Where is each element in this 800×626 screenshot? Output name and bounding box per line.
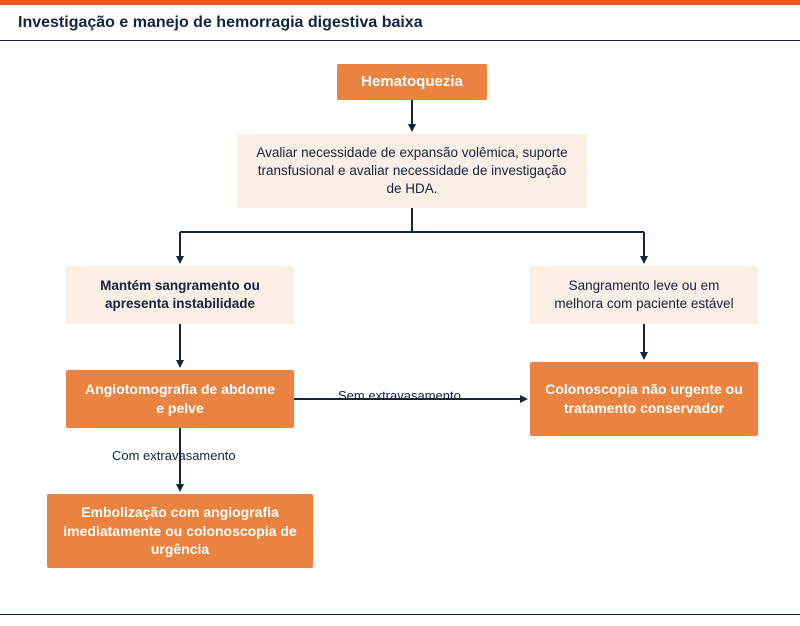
node-n7: Embolização com angiografia imediatament…	[47, 494, 313, 568]
page-title: Investigação e manejo de hemorragia dige…	[18, 14, 423, 32]
node-n2: Avaliar necessidade de expansão volêmica…	[237, 134, 587, 208]
node-n1: Hematoquezia	[337, 64, 487, 100]
divider-bottom	[0, 614, 800, 615]
edge-label: Com extravasamento	[112, 448, 236, 463]
divider-top	[0, 40, 800, 41]
node-n3: Mantém sangramento ou apresenta instabil…	[66, 266, 294, 324]
node-n5: Angiotomografia de abdome e pelve	[66, 370, 294, 428]
edge-label: Sem extravasamento	[338, 388, 461, 403]
top-accent-bar	[0, 0, 800, 5]
node-n6: Colonoscopia não urgente ou tratamento c…	[530, 362, 758, 436]
node-n4: Sangramento leve ou em melhora com pacie…	[530, 266, 758, 324]
